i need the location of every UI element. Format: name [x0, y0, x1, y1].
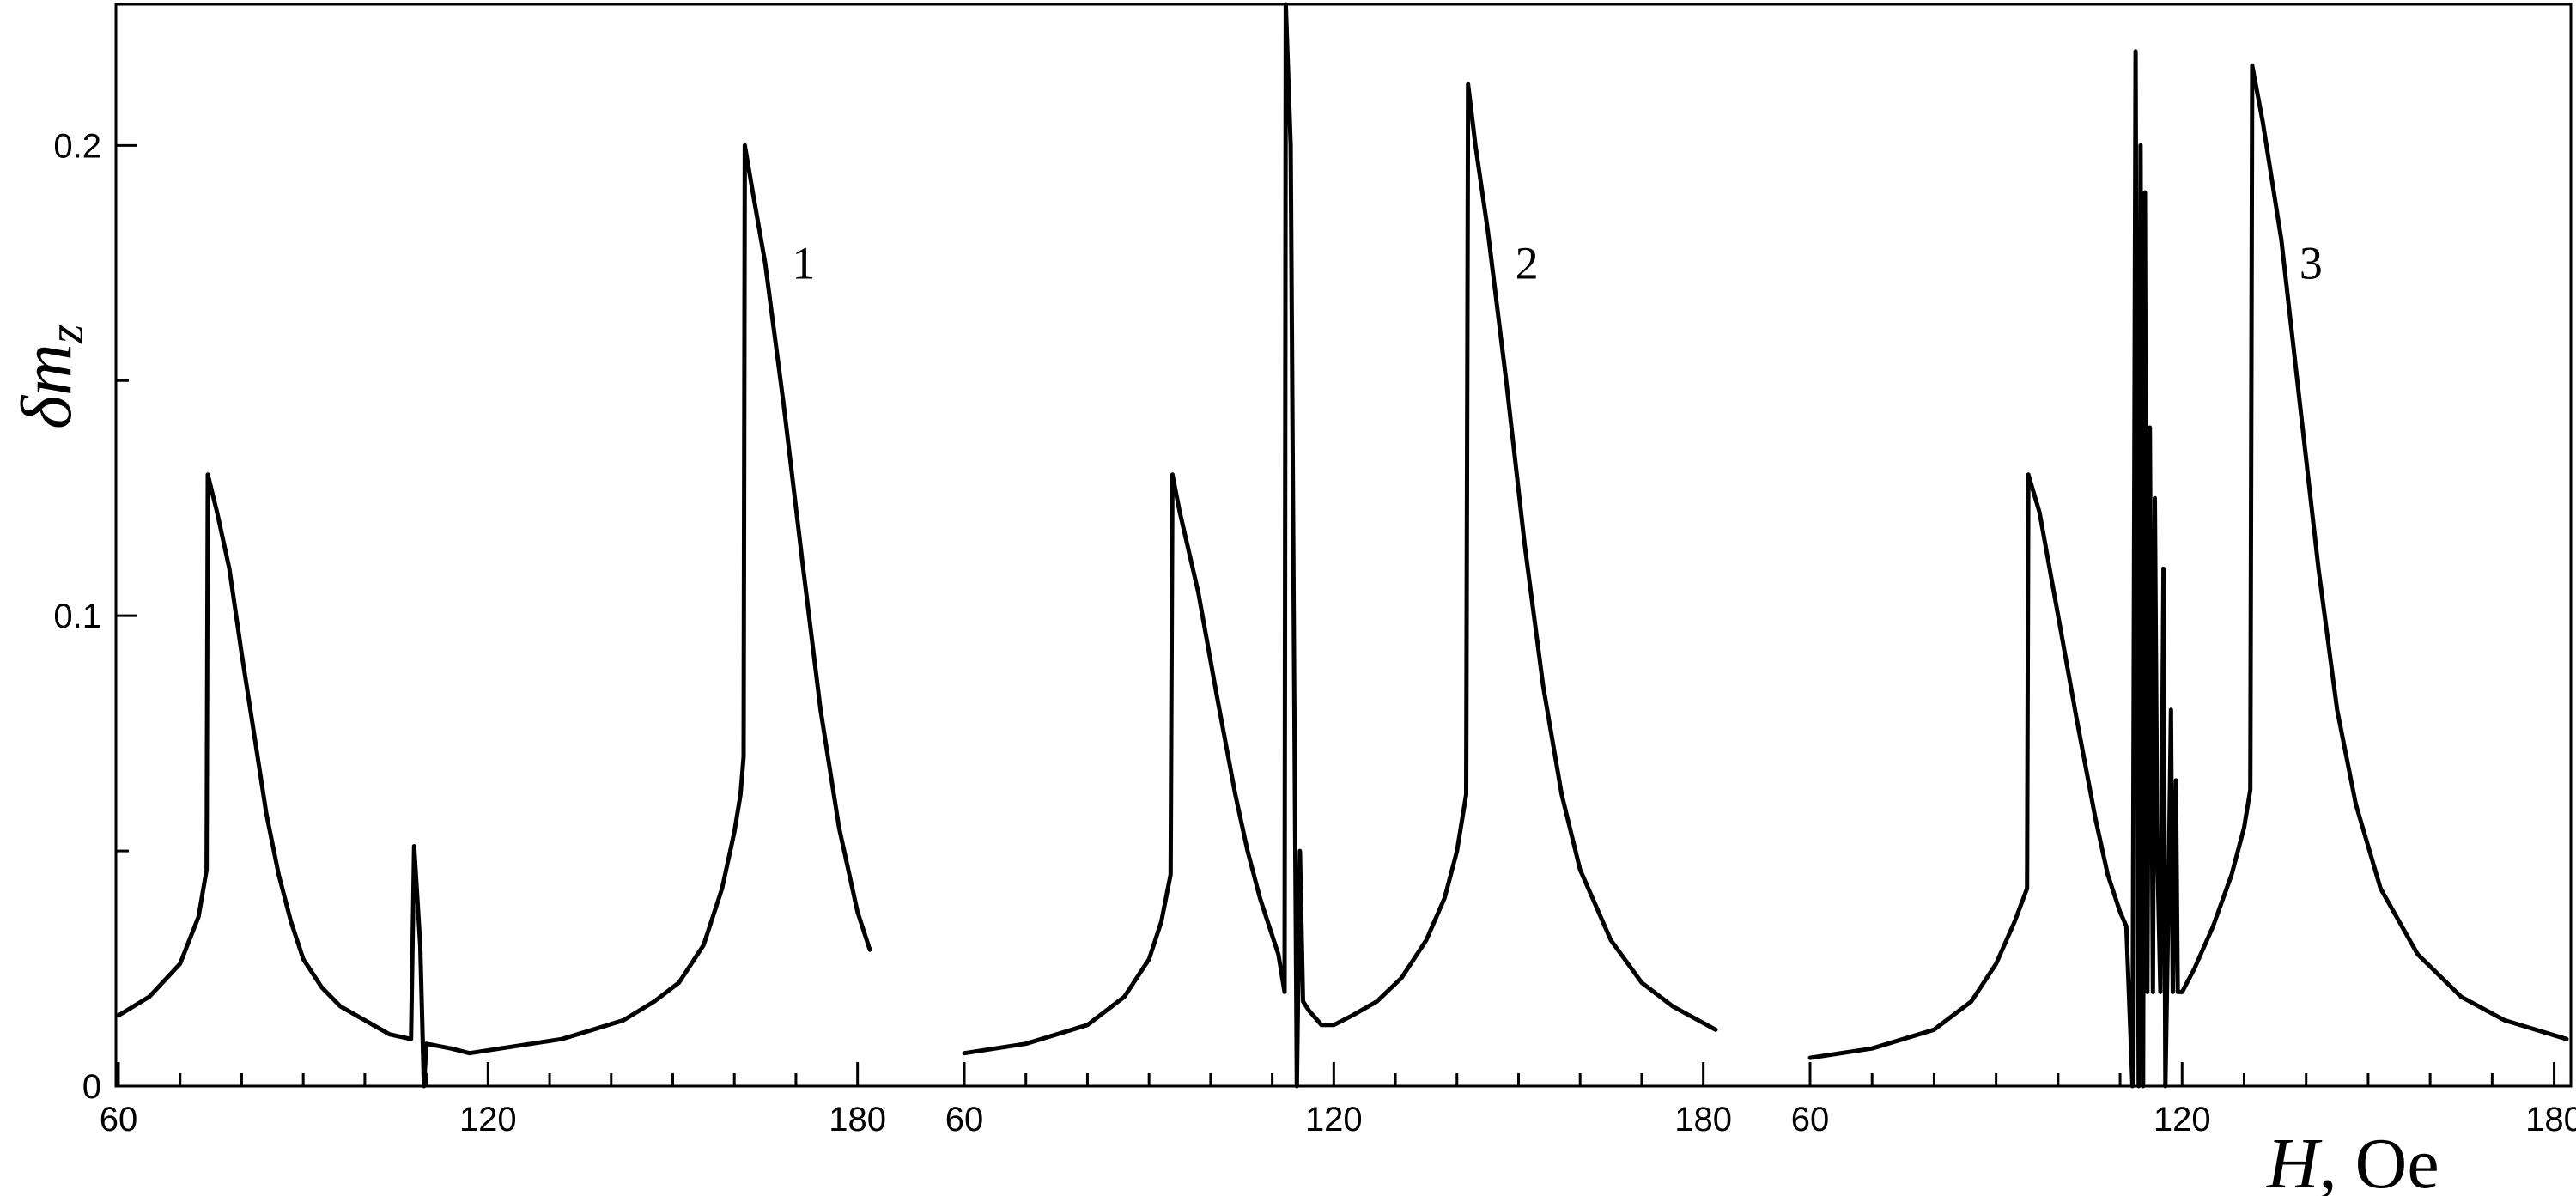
- y-axis-title-main: δm: [7, 343, 87, 429]
- panel-3: 60 120 180 3: [1791, 49, 2576, 1138]
- x-tick-label: 180: [1674, 1101, 1732, 1138]
- x-tick-label: 60: [945, 1101, 984, 1138]
- series-line-3: [1807, 49, 2569, 1089]
- x-tick-label: 120: [2154, 1101, 2211, 1138]
- x-axis-title-main: H: [2266, 1124, 2323, 1196]
- x-tick-label: 120: [459, 1101, 517, 1138]
- y-axis-title: δmz: [7, 325, 94, 429]
- y-axis-title-subscript: z: [38, 325, 94, 345]
- x-tick-label: 180: [2525, 1101, 2576, 1138]
- x-tick-label: 60: [1791, 1101, 1830, 1138]
- x-axis-title: H, Oe: [2266, 1124, 2439, 1196]
- plot-frame: [114, 3, 2573, 1088]
- x-tick-label: 60: [100, 1101, 138, 1138]
- panel-1: 60 120 180 1: [100, 143, 886, 1138]
- y-tick-label: 0.1: [53, 598, 101, 635]
- panel-label: 3: [2300, 237, 2323, 288]
- panel-label: 2: [1516, 237, 1539, 288]
- y-axis: 0 0.1 0.2: [53, 127, 137, 1106]
- x-tick-label: 120: [1305, 1101, 1363, 1138]
- panel-label: 1: [792, 237, 815, 288]
- x-tick-label: 180: [829, 1101, 886, 1138]
- y-tick-label: 0.2: [53, 127, 101, 165]
- panels: 60 120 180 1 60 120 180 2 60 120 180 3: [100, 2, 2576, 1138]
- series-line-1: [116, 143, 872, 1089]
- x-axis-title-unit: , Oe: [2319, 1124, 2439, 1196]
- panel-2: 60 120 180 2: [945, 2, 1732, 1138]
- series-line-2: [962, 2, 1718, 1089]
- y-tick-label: 0: [82, 1068, 101, 1106]
